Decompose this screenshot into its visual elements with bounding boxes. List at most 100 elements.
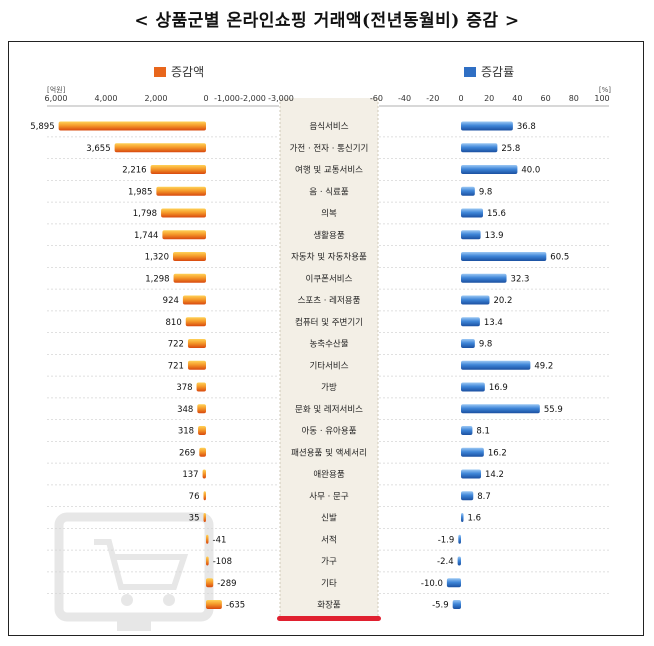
- rate-bar: [461, 273, 507, 283]
- category-label: 패션용품 및 액세서리: [291, 447, 367, 458]
- rate-bar: [461, 186, 475, 196]
- amount-bar: [198, 426, 206, 435]
- rate-bar: [461, 143, 498, 153]
- amount-bar: [173, 252, 206, 261]
- legend-swatch-amount: [154, 67, 166, 77]
- amount-value-label: 2,216: [122, 166, 146, 176]
- amount-bar: [161, 208, 206, 218]
- rate-tick-label: 60: [541, 94, 551, 103]
- amount-bar: [202, 469, 206, 479]
- amount-value-label: 1,298: [145, 274, 169, 284]
- rate-value-label: 25.8: [501, 144, 520, 154]
- amount-axis-ticks: 6,000 4,000 2,000 0 -1,000 -2,000 -3,000: [45, 94, 294, 103]
- category-label: 여행 및 교통서비스: [295, 165, 363, 176]
- legend-amount: 증감액: [171, 65, 204, 79]
- category-label: 생활용품: [313, 230, 344, 241]
- rate-value-label: 40.0: [521, 166, 540, 176]
- rate-value-label: -1.9: [438, 535, 455, 545]
- rate-bar: [461, 426, 473, 435]
- amount-bar: [114, 143, 206, 153]
- rate-value-label: 9.8: [479, 340, 493, 350]
- chart-canvas: 증감액 증감률 [억원] [%] 6,000 4,000 2,000 0 -1,000-…: [30, 65, 611, 631]
- chart-frame: 증감액 증감률 [억원] [%] 6,000 4,000 2,000 0 -1,000-…: [8, 41, 644, 636]
- amount-bar: [203, 513, 206, 522]
- legend-rate: 증감률: [481, 65, 514, 79]
- amount-bar: [150, 165, 206, 174]
- rate-bars: 36.8 25.8 40.0 9.8 15.6 13.9 60.5 32.3 20.2 13.4 9…: [421, 121, 569, 611]
- amount-tick-label: 6,000: [45, 94, 68, 103]
- category-label: 가구: [321, 557, 337, 567]
- rate-value-label: 13.4: [484, 318, 503, 328]
- rate-bar: [461, 447, 484, 457]
- rate-bar: [461, 339, 475, 348]
- amount-value-label: 318: [178, 427, 194, 437]
- rate-bar: [461, 317, 480, 327]
- amount-tick-label: -2,000: [240, 94, 266, 103]
- rate-bar: [461, 121, 513, 131]
- amount-value-label: 76: [189, 492, 200, 502]
- rate-tick-label: 20: [484, 94, 494, 103]
- amount-tick-label: 0: [203, 94, 208, 103]
- amount-value-label: 5,895: [30, 122, 54, 132]
- amount-bar: [185, 317, 206, 327]
- rate-bar: [458, 534, 461, 544]
- rate-bar: [461, 230, 481, 240]
- rate-value-label: 13.9: [485, 231, 504, 241]
- shopping-cart-watermark-icon: [54, 512, 214, 631]
- rate-value-label: -5.9: [432, 601, 449, 611]
- category-label: 아동 · 유아용품: [301, 426, 356, 437]
- rate-bar: [461, 491, 474, 501]
- category-label: 서적: [321, 534, 337, 545]
- amount-bar: [199, 447, 206, 457]
- rate-bar: [461, 404, 540, 414]
- rate-bar: [446, 578, 461, 588]
- amount-value-label: 35: [189, 514, 200, 524]
- rate-value-label: 49.2: [534, 361, 553, 371]
- amount-bar: [206, 600, 222, 609]
- rate-bar: [461, 360, 531, 370]
- rate-tick-label: -20: [426, 94, 439, 103]
- amount-bar: [197, 404, 206, 414]
- amount-value-label: -635: [226, 601, 245, 611]
- rate-tick-label: 0: [458, 94, 463, 103]
- category-label: 스포츠 · 레저용품: [298, 296, 361, 306]
- rate-value-label: 1.6: [468, 514, 482, 524]
- rate-bar: [461, 252, 547, 261]
- amount-tick-label: 2,000: [145, 94, 168, 103]
- rate-tick-label: 100: [594, 94, 609, 103]
- amount-value-label: -108: [213, 557, 232, 567]
- rate-value-label: 36.8: [517, 122, 536, 132]
- amount-value-label: -289: [217, 579, 236, 589]
- amount-bar: [203, 491, 206, 501]
- amount-bar: [187, 339, 206, 348]
- grid-lines: [47, 105, 609, 595]
- rate-tick-label: 40: [512, 94, 522, 103]
- rate-bar: [457, 556, 461, 566]
- category-label: 음식서비스: [309, 122, 348, 132]
- rate-bar: [461, 469, 482, 479]
- rate-value-label: 16.9: [489, 383, 508, 393]
- rate-value-label: 15.6: [487, 209, 506, 219]
- category-label: 신발: [321, 513, 337, 524]
- rate-value-label: 32.3: [511, 274, 530, 284]
- category-label: 문화 및 레저서비스: [295, 404, 363, 415]
- amount-bar: [156, 186, 206, 196]
- amount-value-label: 1,320: [145, 253, 169, 263]
- category-label: 음 · 식료품: [309, 187, 349, 197]
- legend-swatch-rate: [464, 67, 476, 77]
- amount-value-label: 721: [168, 361, 184, 371]
- category-panel: [280, 98, 378, 618]
- rate-value-label: 55.9: [544, 405, 563, 415]
- category-label: 자동차 및 자동차용품: [291, 252, 367, 263]
- amount-bar: [173, 273, 206, 283]
- unit-amount: [억원]: [47, 85, 66, 94]
- category-label: 이쿠폰서비스: [306, 273, 353, 284]
- category-label: 기타서비스: [309, 361, 348, 371]
- amount-bar: [162, 230, 206, 240]
- category-label: 기타: [321, 579, 337, 589]
- amount-bar: [196, 382, 206, 392]
- amount-bar: [182, 295, 206, 305]
- amount-bar: [206, 578, 214, 588]
- rate-bar: [461, 208, 483, 218]
- amount-value-label: 137: [182, 470, 198, 480]
